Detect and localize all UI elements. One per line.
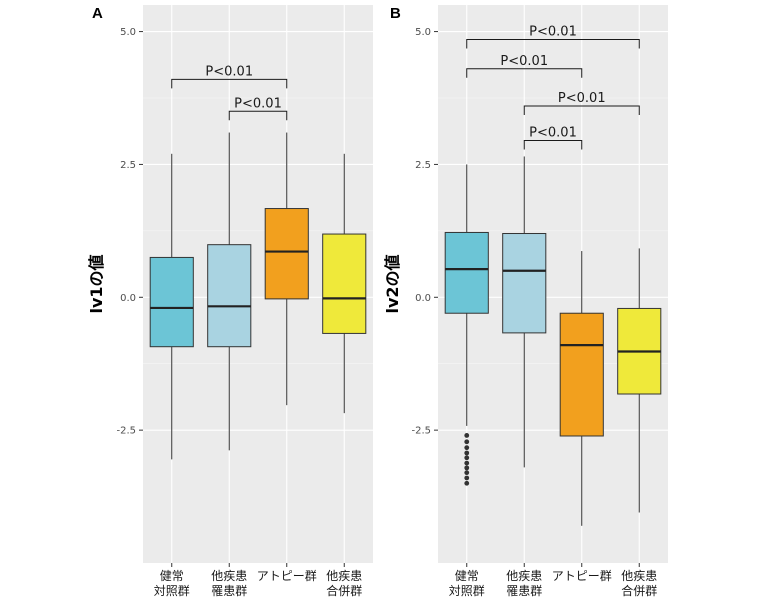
box-3: [617, 248, 662, 513]
y-tick-label: -2.5: [116, 426, 136, 437]
box-2: [559, 251, 604, 526]
bracket-line: [523, 140, 583, 150]
outlier-point: [464, 475, 470, 481]
x-category-label: 健常: [160, 569, 184, 583]
box-1: [502, 156, 547, 468]
panel-label: B: [390, 5, 401, 22]
bracket-line: [228, 110, 288, 121]
x-category-label: 他疾患: [621, 568, 657, 583]
outlier-point: [464, 450, 470, 456]
significance-bracket: P<0.01: [466, 25, 640, 49]
p-value-label: P<0.01: [500, 54, 548, 69]
box-1: [207, 132, 252, 451]
significance-bracket: P<0.01: [523, 91, 640, 115]
panel-a: 5.02.50.0-2.5P<0.01P<0.01健常対照群他疾患罹患群アトピー…: [87, 5, 373, 598]
bracket-line: [466, 39, 640, 49]
x-category-label: アトピー群: [552, 569, 612, 583]
box-3: [322, 153, 367, 414]
box-body: [149, 256, 194, 348]
x-category-label: 合併群: [326, 583, 362, 598]
x-category-label: アトピー群: [257, 569, 317, 583]
panel-b: 5.0 2.5 0.0 -2.5 P<0.01 P<0.01 P<0.01 P<0.01 健常対…: [383, 5, 668, 598]
panel-label: A: [92, 5, 103, 22]
p-value-label: P<0.01: [529, 126, 577, 141]
significance-bracket: P<0.01: [171, 64, 288, 89]
bracket-line: [523, 105, 640, 115]
y-tick-label: 5.0: [415, 27, 431, 38]
x-category-label: 他疾患: [326, 568, 362, 583]
y-tick-label: 5.0: [120, 27, 136, 38]
box-body: [264, 208, 309, 300]
outlier-point: [464, 465, 470, 471]
p-value-label: P<0.01: [205, 64, 253, 79]
box-body: [322, 233, 367, 334]
x-category-label: 対照群: [449, 584, 485, 598]
significance-bracket: P<0.01: [466, 54, 583, 78]
y-tick-label: -2.5: [411, 426, 431, 437]
x-category-label: 対照群: [154, 584, 190, 598]
bracket-line: [171, 78, 288, 89]
box-0: [444, 164, 489, 486]
p-value-label: P<0.01: [529, 25, 577, 40]
outlier-point: [464, 439, 470, 445]
box-body: [444, 231, 489, 314]
box-body: [207, 244, 252, 348]
p-value-label: P<0.01: [234, 96, 282, 111]
outlier-point: [464, 433, 470, 438]
bracket-line: [466, 68, 583, 78]
x-category-label: 他疾患: [506, 568, 542, 583]
x-category-label: 他疾患: [211, 568, 247, 583]
box-body: [502, 233, 547, 334]
y-tick-label: 0.0: [415, 293, 431, 304]
p-value-label: P<0.01: [558, 91, 606, 106]
x-category-label: 合併群: [621, 583, 657, 598]
box-body: [559, 312, 604, 437]
y-axis-title: lv2の値: [383, 254, 402, 313]
significance-bracket: P<0.01: [228, 96, 288, 121]
outlier-point: [464, 460, 470, 466]
x-category-label: 健常: [455, 569, 479, 583]
y-tick-label: 2.5: [120, 160, 136, 171]
significance-bracket: P<0.01: [523, 126, 583, 150]
y-axis-title: lv1の値: [87, 254, 106, 313]
x-category-label: 罹患群: [211, 584, 247, 598]
outlier-point: [464, 480, 470, 486]
outlier-point: [464, 455, 470, 461]
outlier-point: [464, 470, 470, 476]
box-0: [149, 153, 194, 460]
x-category-label: 罹患群: [506, 584, 542, 598]
y-tick-label: 2.5: [415, 160, 431, 171]
outlier-point: [464, 445, 470, 451]
y-tick-label: 0.0: [120, 293, 136, 304]
box-2: [264, 132, 309, 406]
